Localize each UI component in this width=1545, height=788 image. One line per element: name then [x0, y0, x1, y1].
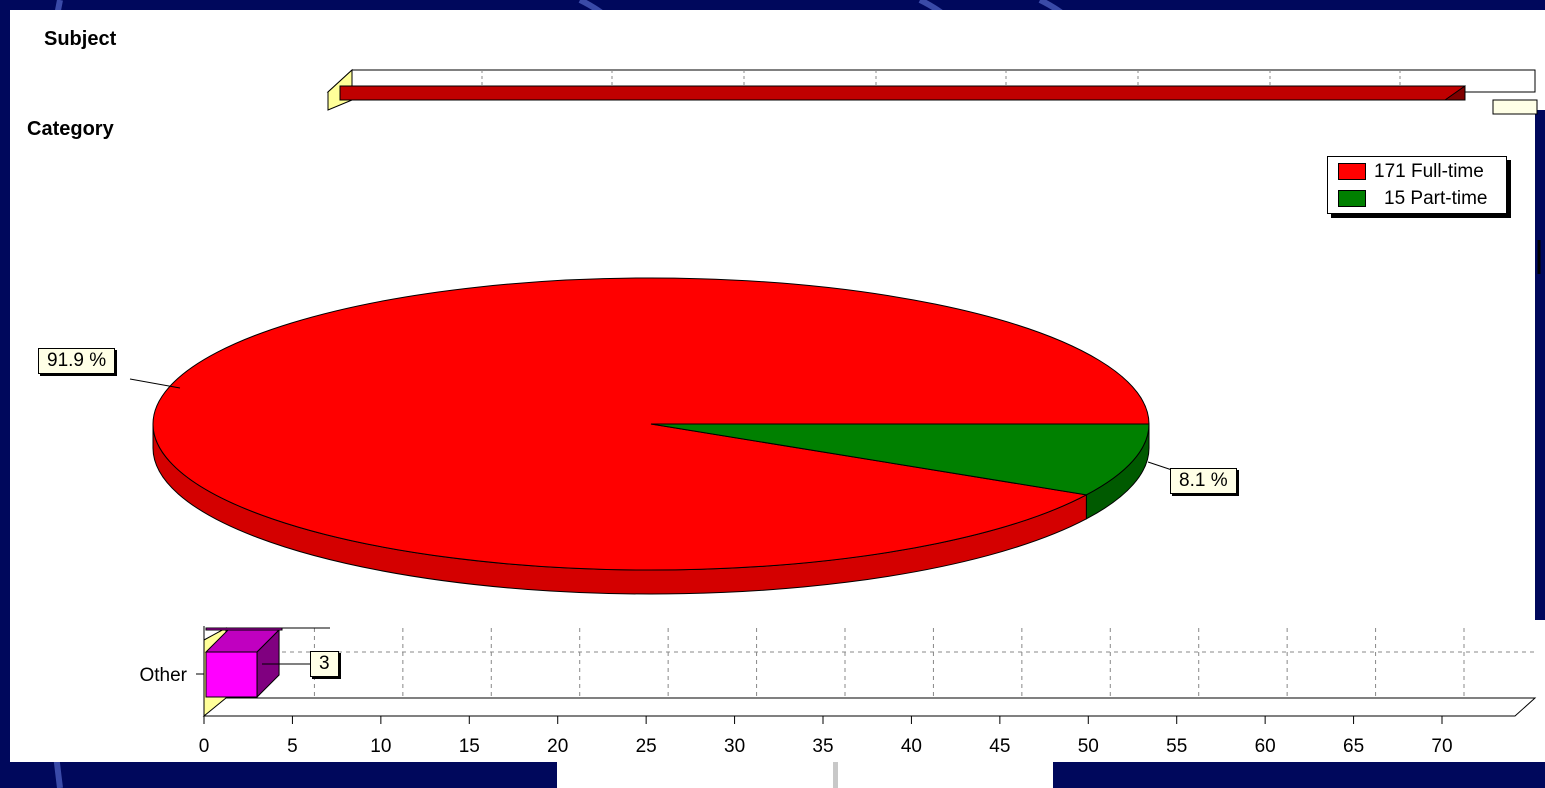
x-tick-label: 35 — [812, 736, 833, 757]
x-tick-label: 5 — [287, 736, 298, 757]
category-title: Category — [27, 118, 114, 140]
bar-value-label: 3 — [310, 651, 339, 677]
x-tick-label: 25 — [636, 736, 657, 757]
axis-floor — [202, 697, 1537, 717]
x-tick-label: 15 — [459, 736, 480, 757]
leader-line-full-time — [129, 378, 181, 389]
pie-chart — [129, 277, 1173, 595]
legend-swatch — [1338, 190, 1366, 208]
percent-label-full-time: 91.9 % — [38, 348, 116, 374]
x-tick-label: 55 — [1166, 736, 1187, 757]
bar-category-label: Other — [139, 665, 187, 686]
subject-value-label — [1492, 99, 1538, 115]
x-tick-label: 10 — [370, 736, 391, 757]
x-axis: 0 5 10 15 20 25 30 35 40 45 50 55 60 65 70 — [199, 716, 1453, 757]
subject-bar — [339, 85, 1466, 101]
bar-partial-above — [205, 627, 283, 631]
legend-item-part-time: 15 Part-time — [1338, 188, 1488, 209]
legend-item-full-time: 171 Full-time — [1338, 161, 1484, 182]
x-tick-label: 45 — [989, 736, 1010, 757]
legend-label: 171 Full-time — [1374, 161, 1484, 182]
pie-legend: 171 Full-time 15 Part-time — [1327, 156, 1507, 214]
x-tick-label: 0 — [199, 736, 210, 757]
bottom-strip — [557, 762, 835, 788]
x-tick-label: 30 — [724, 736, 745, 757]
x-tick-label: 60 — [1255, 736, 1276, 757]
x-tick-label: 20 — [547, 736, 568, 757]
bottom-strip — [838, 762, 1053, 788]
pie-slice-part-time — [650, 423, 1150, 496]
x-tick-label: 40 — [901, 736, 922, 757]
percent-label-part-time: 8.1 % — [1170, 468, 1237, 494]
legend-swatch — [1338, 163, 1366, 181]
bar-chart: 0 5 10 15 20 25 30 35 40 45 50 55 60 65 70 Other — [139, 626, 1537, 757]
subject-title: Subject — [44, 28, 117, 50]
x-tick-label: 70 — [1431, 736, 1452, 757]
legend-label: 15 Part-time — [1384, 188, 1488, 209]
x-tick-label: 50 — [1078, 736, 1099, 757]
x-tick-label: 65 — [1343, 736, 1364, 757]
leader-line-part-time — [1147, 461, 1173, 471]
divider — [833, 762, 838, 788]
